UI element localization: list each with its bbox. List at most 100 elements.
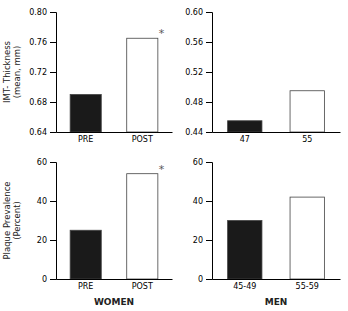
- tick-mark: [206, 12, 212, 13]
- tick-label: POST: [132, 282, 153, 291]
- bars: [228, 91, 325, 132]
- y-axis-title: Plaque Prevalence(Percent): [2, 181, 22, 259]
- axis-line: [213, 279, 341, 280]
- tick-label: 0.48: [185, 98, 203, 107]
- tick-mark: [50, 162, 56, 163]
- tick: 0.48: [185, 98, 212, 107]
- y-axis: 0.64 0.68 0.72 0.76 0.80: [29, 8, 56, 137]
- tick-mark: [50, 201, 56, 202]
- tick: 0.44: [185, 128, 212, 137]
- tick: 20: [193, 236, 212, 245]
- tick-mark: [206, 42, 212, 43]
- tick-label: 45-49: [233, 282, 256, 291]
- tick-label: 0.64: [29, 128, 47, 137]
- bar: [228, 221, 262, 280]
- annotation: *: [159, 27, 165, 40]
- x-axis-title: MEN: [265, 297, 288, 307]
- x-axis-title: WOMEN: [94, 297, 134, 307]
- y-axis: 0 20 40 60: [37, 158, 57, 284]
- tick-label: 60: [193, 158, 203, 167]
- tick: 0.68: [29, 98, 56, 107]
- tick: 45-49: [233, 279, 256, 291]
- tick-label: 0.72: [29, 68, 47, 77]
- axis-line: [206, 163, 213, 280]
- tick-mark: [50, 102, 56, 103]
- axis-line: [57, 132, 173, 133]
- tick: 55-59: [296, 279, 319, 291]
- tick-mark: [50, 42, 56, 43]
- tick: 55: [302, 132, 312, 144]
- bar: [290, 91, 324, 132]
- panel: 0 20 40 60 PRE POST * Plaque Prevalence(Percent…: [2, 158, 173, 307]
- figure: 0.64 0.68 0.72 0.76 0.80 PRE POST * IMT- Thickne…: [0, 0, 348, 311]
- bars: [70, 174, 158, 279]
- tick-label: 55: [302, 135, 312, 144]
- bar: [228, 121, 262, 132]
- tick: 0.52: [185, 68, 212, 77]
- panel: 0 20 40 60 45-49 55-59 MEN: [193, 158, 341, 307]
- tick-mark: [206, 201, 212, 202]
- tick: 40: [193, 197, 212, 206]
- bars: [228, 197, 325, 279]
- y-axis: 0 20 40 60: [193, 158, 213, 284]
- tick: 0: [198, 275, 212, 284]
- bar: [127, 174, 158, 279]
- x-axis: 45-49 55-59: [213, 279, 341, 291]
- tick: 0.60: [185, 8, 212, 17]
- bar: [127, 38, 158, 132]
- tick-label: 0.76: [29, 38, 47, 47]
- x-axis: 47 55: [213, 132, 341, 144]
- x-axis: PRE POST: [57, 132, 173, 144]
- tick-mark: [206, 102, 212, 103]
- tick-mark: [206, 132, 212, 133]
- tick: POST: [132, 279, 153, 291]
- tick-mark: [206, 240, 212, 241]
- tick-mark: [50, 279, 56, 280]
- panel: 0.44 0.48 0.52 0.56 0.60 47 55: [185, 8, 340, 144]
- tick-mark: [206, 279, 212, 280]
- tick: 60: [37, 158, 56, 167]
- tick-label: 55-59: [296, 282, 319, 291]
- tick: 0.72: [29, 68, 56, 77]
- tick: 0.80: [29, 8, 56, 17]
- tick-label: 60: [37, 158, 47, 167]
- tick: 47: [240, 132, 250, 144]
- tick-mark: [50, 12, 56, 13]
- tick-mark: [206, 162, 212, 163]
- axis-line: [206, 13, 213, 133]
- panel: 0.64 0.68 0.72 0.76 0.80 PRE POST * IMT- Thickne…: [2, 8, 173, 144]
- tick-mark: [206, 72, 212, 73]
- tick-mark: [50, 132, 56, 133]
- tick-label: 40: [37, 197, 47, 206]
- tick: 0.56: [185, 38, 212, 47]
- tick-label: 0.60: [185, 8, 203, 17]
- tick: 20: [37, 236, 56, 245]
- bar: [70, 95, 101, 133]
- axis-line: [50, 163, 57, 280]
- y-axis-title: IMT- Thickness(mean, mm): [2, 40, 22, 103]
- tick-label: 0.68: [29, 98, 47, 107]
- y-axis: 0.44 0.48 0.52 0.56 0.60: [185, 8, 212, 137]
- tick-label: 0: [42, 275, 47, 284]
- tick-mark: [50, 72, 56, 73]
- tick-label: 47: [240, 135, 250, 144]
- bar: [70, 230, 101, 279]
- tick: PRE: [78, 279, 93, 291]
- tick-label: PRE: [78, 135, 93, 144]
- tick: 0: [42, 275, 56, 284]
- x-axis: PRE POST: [57, 279, 173, 291]
- axis-line: [50, 13, 57, 133]
- axis-line: [213, 132, 341, 133]
- tick: POST: [132, 132, 153, 144]
- tick-label: 20: [37, 236, 47, 245]
- bars: [70, 38, 158, 132]
- tick-label: 0: [198, 275, 203, 284]
- tick-label: 0.52: [185, 68, 203, 77]
- axis-line: [57, 279, 173, 280]
- tick-label: PRE: [78, 282, 93, 291]
- annotation: *: [159, 163, 165, 176]
- tick: PRE: [78, 132, 93, 144]
- bar: [290, 197, 324, 279]
- tick-label: 0.44: [185, 128, 203, 137]
- tick-label: 20: [193, 236, 203, 245]
